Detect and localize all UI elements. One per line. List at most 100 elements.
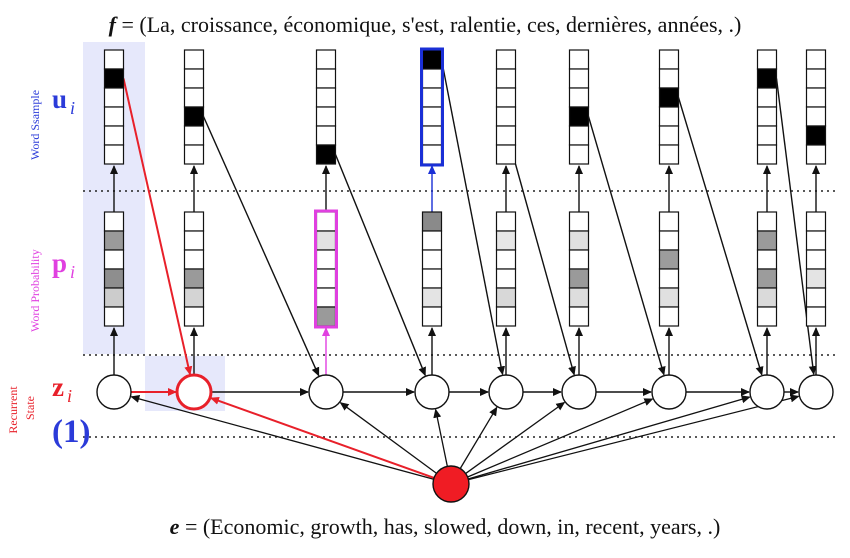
f-symbol: f: [109, 12, 119, 37]
vector-cell: [103, 287, 125, 308]
vector-cell: [756, 87, 778, 108]
vector-cell: [421, 87, 443, 108]
state-node: [96, 374, 132, 410]
vector-cell: [183, 249, 205, 270]
vector-cell: [805, 68, 827, 89]
vector-cell: [658, 87, 680, 108]
vector-cell: [315, 68, 337, 89]
arrow-sample-feedback: [440, 59, 505, 376]
p-vector: [658, 211, 680, 327]
state-node: [651, 374, 687, 410]
vector-cell: [805, 211, 827, 232]
arrow-encoder-to-state: [466, 395, 751, 481]
bottom-equation: e = (Economic, growth, has, slowed, down…: [170, 514, 721, 539]
vector-cell: [568, 306, 590, 327]
state-node-highlight: [175, 373, 213, 411]
p-vector: [756, 211, 778, 327]
vector-cell: [568, 249, 590, 270]
vector-cell: [103, 125, 125, 146]
vector-cell: [805, 125, 827, 146]
vector-cell: [568, 230, 590, 251]
u-vector: [805, 49, 827, 165]
vector-cell: [756, 211, 778, 232]
arrow-sample-feedback: [514, 163, 576, 376]
vector-cell: [315, 268, 337, 289]
vector-cell: [495, 287, 517, 308]
u-vector: [103, 49, 125, 165]
arrow-encoder-to-state: [130, 394, 436, 481]
vector-cell: [495, 230, 517, 251]
vector-cell: [103, 144, 125, 165]
state-node: [798, 374, 834, 410]
arrow-sample-feedback: [122, 78, 193, 376]
u-vector: [495, 49, 517, 165]
vector-cell: [658, 249, 680, 270]
state-node: [414, 374, 450, 410]
vector-cell: [756, 49, 778, 70]
p-vector: [103, 211, 125, 327]
step-marker: (1): [52, 414, 90, 450]
vector-cell: [756, 125, 778, 146]
vector-cell: [568, 87, 590, 108]
vector-cell: [805, 249, 827, 270]
vector-cell: [658, 144, 680, 165]
vector-cell: [421, 106, 443, 127]
u-side-label: Word Ssample: [28, 90, 42, 160]
u-vector: [756, 49, 778, 165]
vector-cell: [421, 306, 443, 327]
vector-cell: [495, 306, 517, 327]
vector-cell: [421, 287, 443, 308]
vector-cell: [495, 49, 517, 70]
column-highlight-outline: [314, 209, 338, 329]
vector-cell: [568, 287, 590, 308]
e-symbol: e: [170, 514, 180, 539]
p-vector: [314, 209, 338, 329]
vector-cell: [103, 106, 125, 127]
vector-cell: [495, 68, 517, 89]
vector-cell: [658, 49, 680, 70]
vector-cell: [183, 87, 205, 108]
vector-cell: [315, 144, 337, 165]
p-vector: [183, 211, 205, 327]
p-vector: [568, 211, 590, 327]
vector-cell: [103, 268, 125, 289]
vector-cell: [183, 268, 205, 289]
arrow-encoder-to-state: [465, 398, 654, 479]
vector-cell: [495, 125, 517, 146]
vector-cell: [421, 144, 443, 165]
vector-cell: [658, 125, 680, 146]
vector-cell: [756, 249, 778, 270]
vector-cell: [568, 268, 590, 289]
vector-cell: [421, 249, 443, 270]
vector-cell: [756, 68, 778, 89]
u-vector: [658, 49, 680, 165]
z-side-label-1: Recurrent: [6, 386, 20, 434]
vector-cell: [495, 87, 517, 108]
arrow-encoder-to-state: [210, 396, 437, 480]
encoder-node: [432, 465, 470, 503]
p-vector: [495, 211, 517, 327]
vector-cell: [658, 306, 680, 327]
vector-cell: [568, 106, 590, 127]
vector-cell: [805, 49, 827, 70]
u-vector: [568, 49, 590, 165]
vector-cell: [805, 268, 827, 289]
vector-cell: [805, 230, 827, 251]
arrow-encoder-to-state: [466, 394, 800, 481]
state-node: [488, 374, 524, 410]
arrow-sample-feedback: [202, 116, 320, 377]
vector-cell: [103, 249, 125, 270]
vector-cell: [103, 230, 125, 251]
vector-cell: [658, 268, 680, 289]
vector-cell: [183, 306, 205, 327]
arrow-encoder-to-state: [458, 406, 498, 471]
vector-cell: [495, 211, 517, 232]
vector-cell: [315, 230, 337, 251]
arrow-sample-feedback: [677, 97, 764, 376]
vector-cell: [805, 106, 827, 127]
column-highlight-outline: [420, 47, 444, 167]
vector-cell: [658, 106, 680, 127]
state-node: [308, 374, 344, 410]
